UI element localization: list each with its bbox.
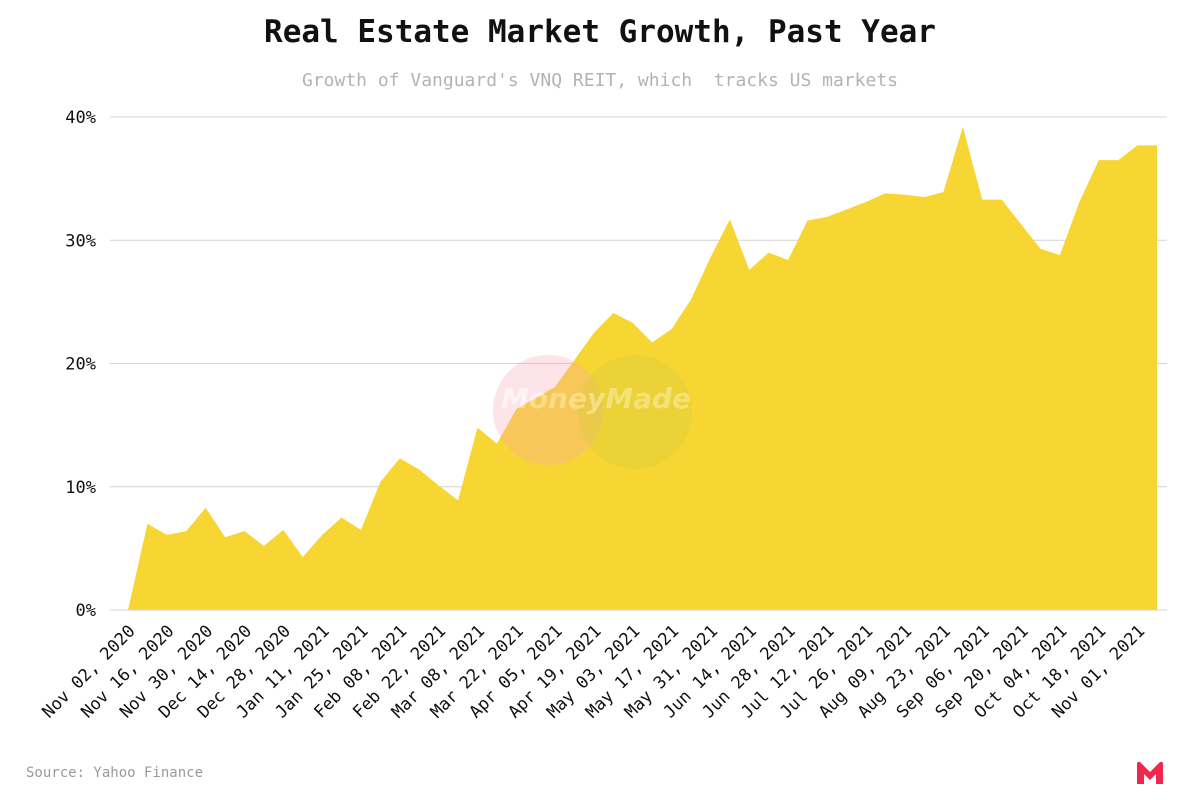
moneymade-logo-icon	[1137, 761, 1163, 784]
chart-subtitle: Growth of Vanguard's VNQ REIT, which tra…	[301, 70, 899, 91]
y-tick-label: 0%	[76, 601, 96, 621]
y-tick-label: 20%	[65, 355, 96, 375]
y-axis: 0% 10% 20% 30% 40%	[65, 108, 96, 621]
y-tick-label: 30%	[65, 231, 96, 251]
y-tick-label: 10%	[65, 478, 96, 498]
source-note: Source: Yahoo Finance	[26, 765, 204, 781]
series-area-path	[128, 126, 1157, 611]
watermark-text: MoneyMade	[501, 382, 691, 415]
watermark: MoneyMade	[493, 355, 692, 469]
series-area	[128, 126, 1157, 611]
chart-title: Real Estate Market Growth, Past Year	[264, 14, 936, 50]
y-tick-label: 40%	[65, 108, 96, 128]
